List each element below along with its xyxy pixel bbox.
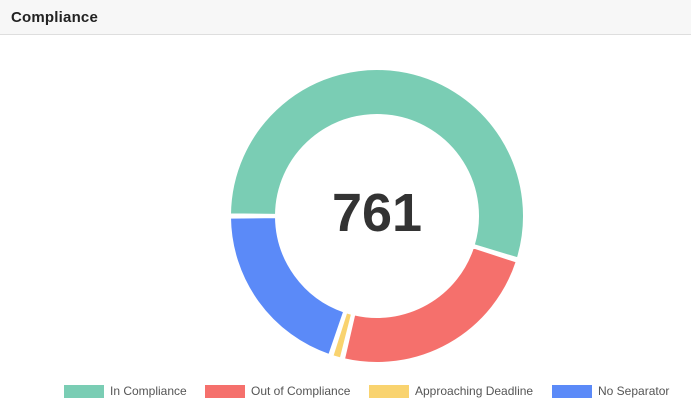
slice-no-separator[interactable] <box>228 216 346 357</box>
total-count: 761 <box>332 183 422 243</box>
legend-label: No Separator <box>598 384 670 398</box>
legend-label: In Compliance <box>110 384 187 398</box>
legend-swatch <box>205 385 245 398</box>
donut-slices <box>228 68 525 364</box>
slice-out-of-compliance[interactable] <box>342 246 519 364</box>
legend-label: Approaching Deadline <box>415 384 534 398</box>
legend-swatch <box>64 385 104 398</box>
panel-title: Compliance <box>11 9 99 26</box>
legend-label: Out of Compliance <box>251 384 351 398</box>
slice-in-compliance[interactable] <box>228 68 525 260</box>
chart-legend: In Compliance Out of Compliance Approach… <box>0 383 691 403</box>
slice-approaching-deadline[interactable] <box>331 310 354 360</box>
panel-header: Compliance <box>0 0 691 35</box>
legend-swatch <box>552 385 592 398</box>
legend-swatch <box>369 385 409 398</box>
